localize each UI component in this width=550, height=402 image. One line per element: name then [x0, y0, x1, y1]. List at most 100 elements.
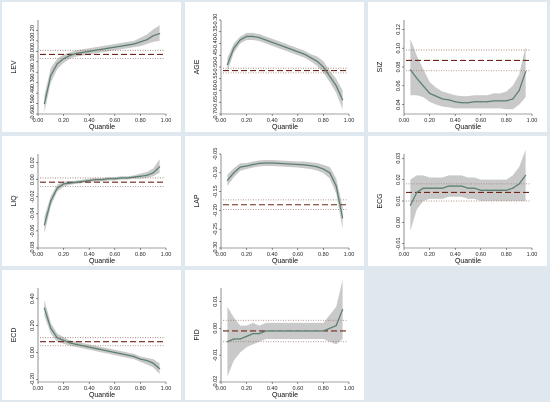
qr-point: [258, 37, 260, 39]
y-axis-label: ECD: [11, 328, 18, 343]
x-tick-label: 0.00: [216, 252, 227, 258]
x-tick-label: 0.00: [33, 118, 44, 124]
x-tick-label: 0.60: [475, 118, 486, 124]
panel-background: [2, 270, 181, 400]
x-tick-label: 0.20: [241, 118, 252, 124]
qr-point: [480, 189, 482, 191]
qr-point: [335, 185, 337, 187]
qr-point: [107, 350, 109, 352]
qr-point: [342, 217, 344, 219]
qr-point: [75, 181, 77, 183]
y-axis-label: FID: [194, 329, 201, 340]
x-tick-label: 0.00: [33, 386, 44, 392]
qr-point: [310, 57, 312, 59]
qr-point: [473, 101, 475, 103]
y-tick-label: 0.04: [396, 99, 402, 110]
qr-point: [233, 47, 235, 49]
x-tick-label: 0.60: [109, 118, 120, 124]
qr-point: [152, 362, 154, 364]
x-axis-label: Quantile: [272, 258, 298, 265]
y-tick-label: -0.50: [213, 61, 219, 74]
qr-point: [159, 367, 161, 370]
y-tick-label: -0.55: [213, 72, 219, 85]
y-tick-label: -0.25: [213, 223, 219, 236]
qr-point: [127, 44, 129, 46]
qr-point: [290, 330, 292, 332]
qr-point: [335, 85, 337, 87]
qr-point: [505, 189, 507, 191]
qr-point: [120, 45, 122, 47]
qr-point: [441, 98, 443, 100]
qr-point: [303, 53, 305, 55]
x-tick-label: 0.20: [241, 252, 252, 258]
qr-point: [69, 182, 71, 184]
qr-point: [133, 43, 135, 45]
qr-point: [239, 39, 241, 41]
qr-point: [265, 330, 267, 332]
qr-point: [159, 32, 161, 35]
qr-point: [265, 39, 267, 41]
qr-point: [43, 307, 46, 309]
qr-point: [246, 165, 248, 167]
qr-point: [303, 330, 305, 332]
qr-confidence-band: [410, 38, 526, 110]
x-tick-label: 0.20: [58, 252, 69, 258]
qr-point: [88, 179, 90, 182]
qr-point: [120, 177, 122, 179]
x-tick-label: 0.60: [109, 252, 120, 258]
y-tick-label: 0.03: [396, 153, 402, 164]
y-tick-label: -0.02: [213, 376, 219, 389]
qr-point: [146, 359, 148, 362]
y-axis-label: LAP: [194, 194, 201, 208]
qr-point: [101, 179, 103, 181]
y-tick-label: -0.04: [30, 208, 36, 221]
qr-point: [133, 355, 135, 358]
panel-background: [185, 136, 364, 266]
qr-point: [88, 50, 90, 52]
qr-point: [486, 101, 488, 103]
qr-point: [435, 187, 437, 189]
y-tick-label: -0.15: [213, 185, 219, 198]
y-tick-label: 0.02: [396, 174, 402, 185]
y-tick-label: 0.10: [396, 43, 402, 54]
panel-fid: -0.02 -0.01 0.00 0.01 0.00 0.20 0.40 0.60 0.80 1.…: [185, 270, 364, 400]
y-axis-label: LEV: [11, 60, 18, 74]
qr-point: [114, 46, 116, 48]
panel-background: [2, 2, 181, 132]
qr-point: [152, 172, 154, 174]
y-tick-label: 0.01: [213, 296, 219, 307]
qr-point: [56, 63, 58, 65]
y-tick-label: -0.30: [213, 242, 219, 255]
qr-point: [505, 100, 507, 102]
qr-point: [518, 183, 520, 185]
x-tick-label: 1.00: [161, 386, 172, 392]
x-axis-label: Quantile: [455, 258, 481, 265]
y-tick-label: 0.20: [30, 25, 36, 36]
y-tick-label: -0.20: [30, 66, 36, 79]
x-tick-label: 1.00: [344, 118, 355, 124]
qr-point: [518, 89, 520, 92]
x-tick-label: 0.40: [84, 386, 95, 392]
qr-point: [69, 54, 71, 57]
x-tick-label: 1.00: [161, 252, 172, 258]
qr-point: [473, 187, 475, 189]
qr-point: [342, 308, 344, 311]
qr-point: [50, 327, 52, 329]
qr-point: [82, 345, 84, 347]
qr-point: [486, 189, 488, 191]
qr-point: [50, 200, 52, 202]
x-tick-label: 1.00: [161, 118, 172, 124]
qr-point: [258, 162, 260, 164]
y-tick-label: 0.00: [213, 323, 219, 334]
x-axis-label: Quantile: [89, 258, 115, 265]
y-tick-label: -0.01: [396, 237, 402, 250]
qr-point: [278, 330, 280, 332]
qr-point: [322, 168, 324, 170]
qr-point: [159, 166, 161, 168]
qr-point: [114, 178, 116, 180]
x-tick-label: 0.20: [424, 252, 435, 258]
qr-point: [422, 187, 424, 189]
qr-point: [512, 187, 514, 189]
x-tick-label: 0.20: [424, 118, 435, 124]
qr-point: [82, 51, 84, 53]
